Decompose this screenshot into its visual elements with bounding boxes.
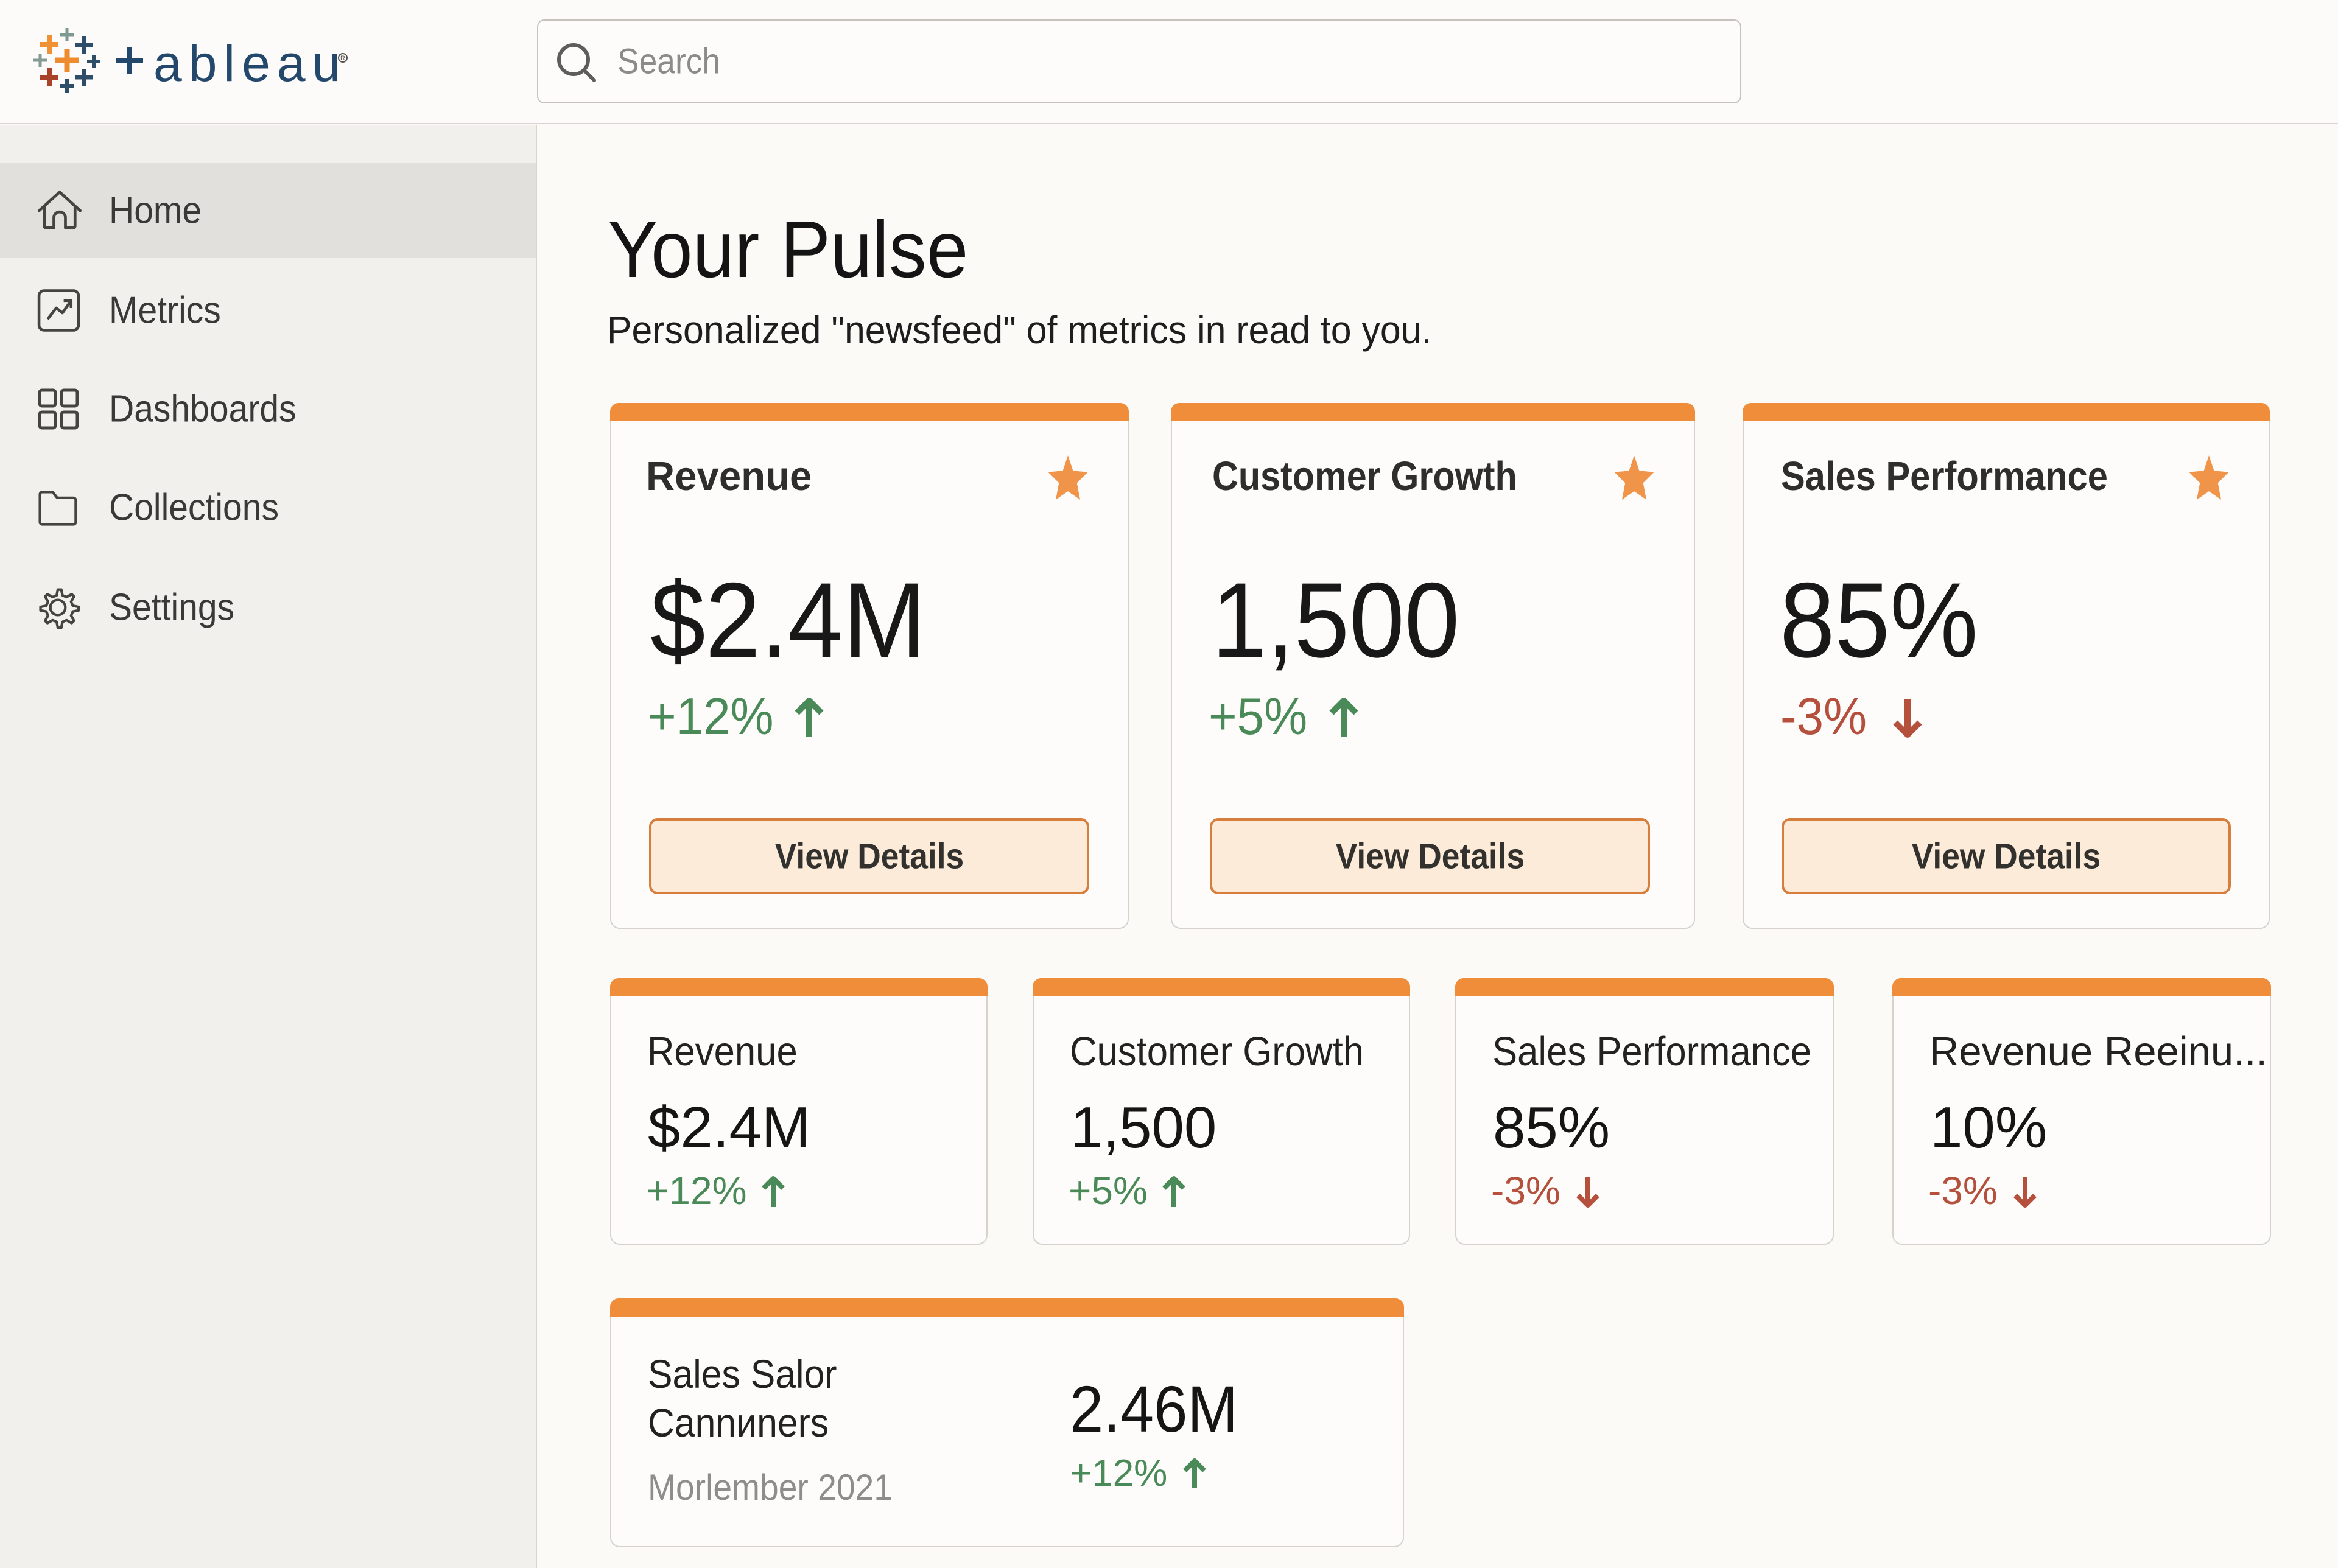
svg-text:ableau: ableau [153, 35, 347, 92]
svg-text:R: R [340, 55, 345, 62]
